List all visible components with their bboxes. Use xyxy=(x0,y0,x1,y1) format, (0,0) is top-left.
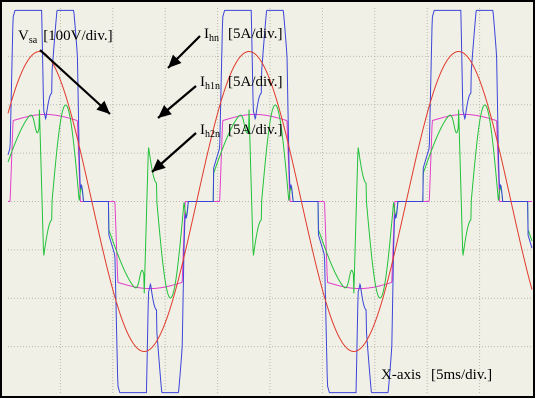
label-ih2n-main: I xyxy=(200,122,205,138)
label-ihn-scale: [5A/div.] xyxy=(228,26,282,42)
label-ih2n-scale: [5A/div.] xyxy=(228,122,282,138)
arrow-ih1n xyxy=(157,85,197,119)
traces xyxy=(7,9,533,394)
label-ih1n-scale: [5A/div.] xyxy=(228,74,282,90)
label-vsa-main: V xyxy=(18,28,29,44)
label-ih1n-main: I xyxy=(200,74,205,90)
arrow-ihn xyxy=(167,35,201,69)
label-ih1n: Ih1n [5A/div.] xyxy=(200,74,282,92)
label-vsa: Vsa [100V/div.] xyxy=(18,28,113,46)
x-axis-label-text: X-axis xyxy=(381,367,421,383)
arrow-ih2n xyxy=(151,132,197,173)
x-axis-label-scale: [5ms/div.] xyxy=(431,367,492,383)
x-axis-label: X-axis [5ms/div.] xyxy=(381,367,492,383)
label-ihn-main: I xyxy=(204,26,209,42)
label-ihn-sub: hn xyxy=(209,33,219,44)
label-ih2n: Ih2n [5A/div.] xyxy=(200,122,282,140)
label-vsa-scale: [100V/div.] xyxy=(43,28,112,44)
trace-vsa xyxy=(7,51,533,352)
label-ih1n-sub: h1n xyxy=(205,81,220,92)
annotation-arrows xyxy=(39,35,201,173)
arrow-vsa xyxy=(39,49,111,115)
label-ih2n-sub: h2n xyxy=(205,129,220,140)
label-ihn: Ihn [5A/div.] xyxy=(204,26,282,44)
label-vsa-sub: sa xyxy=(29,35,38,46)
trace-ihn xyxy=(7,9,533,394)
